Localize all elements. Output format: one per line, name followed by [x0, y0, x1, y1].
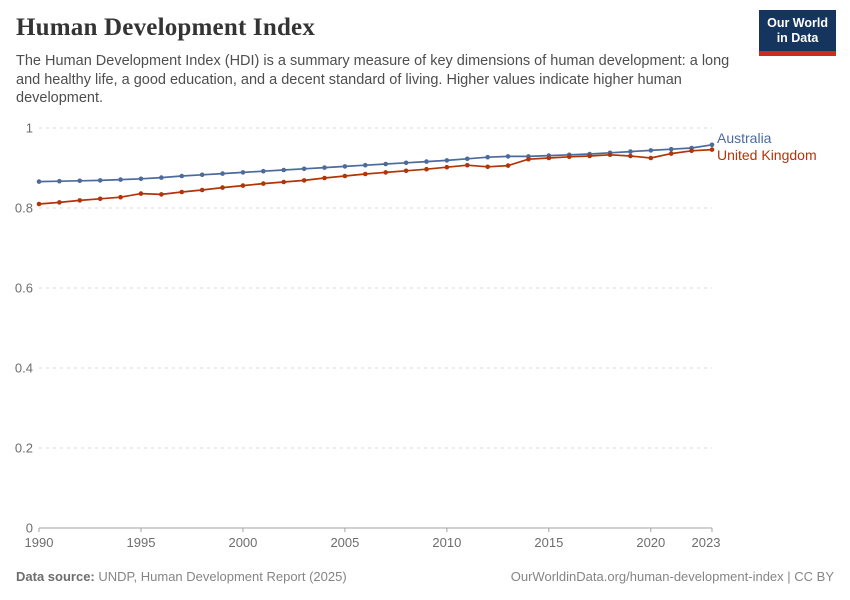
series-point-australia[interactable] — [118, 177, 123, 182]
series-point-australia[interactable] — [220, 171, 225, 176]
series-point-united-kingdom[interactable] — [444, 164, 450, 170]
series-point-australia[interactable] — [648, 148, 654, 153]
series-point-united-kingdom[interactable] — [77, 198, 83, 203]
series-point-australia[interactable] — [199, 172, 205, 178]
x-tick-label: 1990 — [25, 535, 54, 550]
series-point-australia[interactable] — [281, 167, 287, 173]
series-point-australia[interactable] — [179, 173, 185, 179]
series-point-united-kingdom[interactable] — [220, 185, 225, 190]
legend-label-australia[interactable]: Australia — [717, 130, 772, 146]
series-point-australia[interactable] — [322, 165, 327, 170]
y-tick-label: 0.4 — [15, 361, 33, 376]
series-point-united-kingdom[interactable] — [322, 175, 327, 181]
chart-footer: Data source: UNDP, Human Development Rep… — [16, 569, 834, 584]
series-point-australia[interactable] — [138, 176, 144, 182]
series-point-united-kingdom[interactable] — [118, 194, 123, 200]
x-tick-label: 1995 — [127, 535, 156, 550]
series-point-australia[interactable] — [424, 159, 429, 164]
series-point-united-kingdom[interactable] — [566, 154, 572, 160]
y-tick-label: 1 — [26, 121, 33, 136]
series-point-united-kingdom[interactable] — [607, 152, 613, 158]
series-point-australia[interactable] — [363, 162, 368, 168]
series-point-united-kingdom[interactable] — [505, 163, 511, 168]
series-point-australia[interactable] — [709, 142, 715, 148]
x-tick-label: 2005 — [330, 535, 359, 550]
owid-logo-line2: in Data — [776, 31, 819, 45]
series-point-united-kingdom[interactable] — [138, 191, 144, 196]
series-point-australia[interactable] — [668, 146, 674, 152]
series-point-united-kingdom[interactable] — [363, 171, 368, 177]
chart-subtitle: The Human Development Index (HDI) is a s… — [16, 53, 730, 106]
series-point-united-kingdom[interactable] — [159, 192, 164, 197]
series-point-australia[interactable] — [383, 161, 388, 167]
x-tick-label: 2000 — [228, 535, 257, 550]
series-point-united-kingdom[interactable] — [485, 164, 490, 170]
series-point-united-kingdom[interactable] — [342, 173, 348, 179]
page-title: Human Development Index — [16, 14, 316, 41]
series-point-united-kingdom[interactable] — [526, 156, 531, 162]
series-point-united-kingdom[interactable] — [668, 151, 674, 156]
series-point-australia[interactable] — [36, 179, 42, 184]
series-point-australia[interactable] — [97, 178, 103, 183]
series-point-united-kingdom[interactable] — [546, 155, 552, 161]
series-line-united-kingdom[interactable] — [38, 148, 713, 205]
series-point-united-kingdom[interactable] — [57, 200, 62, 205]
series-point-united-kingdom[interactable] — [36, 201, 42, 207]
series-point-united-kingdom[interactable] — [403, 168, 409, 174]
y-tick-label: 0.2 — [15, 441, 33, 456]
series-line-australia[interactable] — [38, 143, 713, 183]
x-tick-label: 2023 — [692, 535, 721, 550]
series-point-australia[interactable] — [77, 178, 83, 184]
series-point-united-kingdom[interactable] — [97, 196, 103, 202]
series-point-united-kingdom[interactable] — [240, 183, 246, 188]
series-point-united-kingdom[interactable] — [648, 155, 654, 161]
series-point-united-kingdom[interactable] — [628, 153, 633, 159]
y-tick-label: 0 — [26, 521, 33, 536]
series-point-united-kingdom[interactable] — [301, 178, 307, 183]
x-tick-label: 2010 — [432, 535, 461, 550]
series-point-united-kingdom[interactable] — [424, 166, 429, 172]
series-point-united-kingdom[interactable] — [464, 162, 470, 168]
series-point-united-kingdom[interactable] — [709, 147, 715, 152]
attribution-link[interactable]: OurWorldinData.org/human-development-ind… — [510, 569, 834, 584]
series-point-australia[interactable] — [240, 170, 246, 175]
series-point-united-kingdom[interactable] — [587, 153, 592, 159]
series-point-australia[interactable] — [444, 158, 450, 163]
legend-label-united-kingdom[interactable]: United Kingdom — [717, 147, 817, 163]
series-point-united-kingdom[interactable] — [281, 179, 287, 185]
data-source-text: UNDP, Human Development Report (2025) — [94, 569, 347, 584]
series-point-australia[interactable] — [628, 149, 633, 154]
series-point-united-kingdom[interactable] — [689, 148, 694, 154]
series-point-australia[interactable] — [159, 175, 164, 180]
data-source: Data source: UNDP, Human Development Rep… — [16, 569, 347, 584]
y-tick-label: 0.8 — [15, 201, 33, 216]
series-point-united-kingdom[interactable] — [179, 189, 185, 195]
series-point-australia[interactable] — [403, 160, 409, 166]
owid-logo-line1: Our World — [767, 16, 828, 30]
y-tick-label: 0.6 — [15, 281, 33, 296]
series-point-united-kingdom[interactable] — [383, 170, 388, 175]
series-point-australia[interactable] — [261, 168, 266, 174]
series-point-united-kingdom[interactable] — [199, 187, 205, 193]
owid-logo[interactable]: Our World in Data — [759, 10, 836, 56]
series-point-australia[interactable] — [301, 166, 307, 172]
data-source-label: Data source: — [16, 569, 95, 584]
x-tick-label: 2020 — [636, 535, 665, 550]
series-point-australia[interactable] — [505, 154, 511, 159]
series-point-australia[interactable] — [342, 164, 348, 169]
series-point-australia[interactable] — [57, 178, 62, 184]
series-point-australia[interactable] — [485, 154, 490, 160]
x-tick-label: 2015 — [534, 535, 563, 550]
series-point-united-kingdom[interactable] — [261, 181, 266, 186]
series-point-australia[interactable] — [464, 156, 470, 162]
